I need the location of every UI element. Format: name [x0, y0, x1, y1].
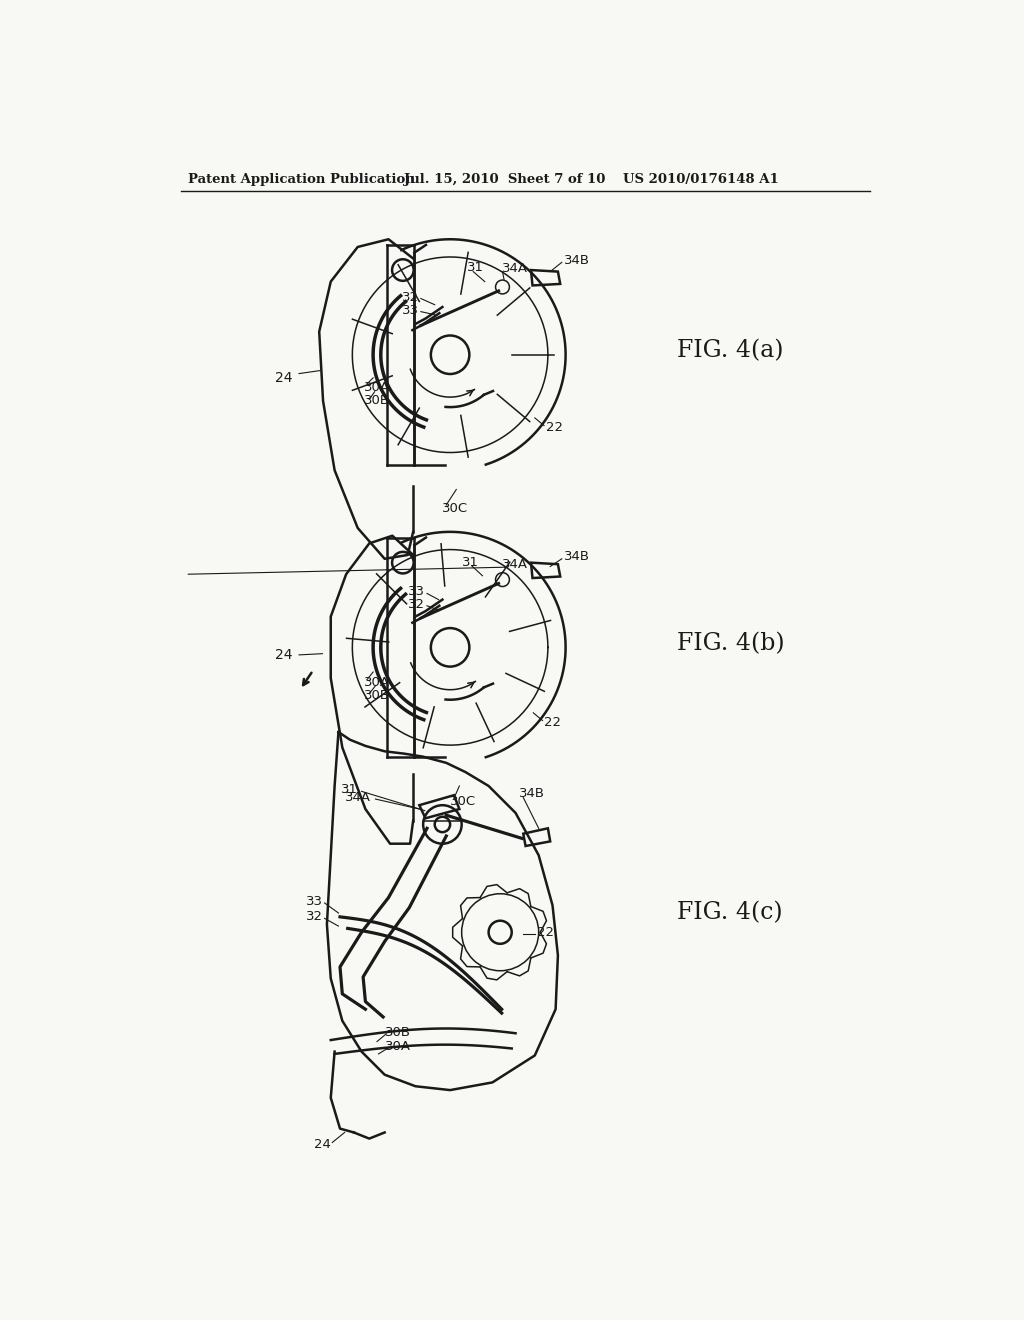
Text: 30A: 30A — [364, 676, 390, 689]
Text: FIG. 4(c): FIG. 4(c) — [677, 902, 783, 924]
Text: 34A: 34A — [345, 791, 371, 804]
Text: Patent Application Publication: Patent Application Publication — [188, 173, 415, 186]
Text: 30B: 30B — [385, 1026, 411, 1039]
Text: 31: 31 — [463, 556, 479, 569]
Text: 33: 33 — [306, 895, 323, 908]
Text: 22: 22 — [544, 717, 561, 730]
Text: 30A: 30A — [385, 1040, 411, 1053]
Text: Jul. 15, 2010  Sheet 7 of 10: Jul. 15, 2010 Sheet 7 of 10 — [403, 173, 605, 186]
Text: 33: 33 — [402, 304, 419, 317]
Text: FIG. 4(b): FIG. 4(b) — [677, 632, 784, 655]
Text: 30A: 30A — [364, 380, 390, 393]
Text: 34B: 34B — [519, 787, 546, 800]
Text: 32: 32 — [409, 598, 425, 611]
Text: 24: 24 — [274, 648, 292, 663]
Text: US 2010/0176148 A1: US 2010/0176148 A1 — [624, 173, 779, 186]
Text: 31: 31 — [341, 783, 357, 796]
Text: 22: 22 — [538, 925, 554, 939]
Text: 30C: 30C — [451, 795, 476, 808]
Text: 31: 31 — [467, 261, 484, 275]
Text: 22: 22 — [547, 421, 563, 434]
Text: 24: 24 — [274, 371, 292, 385]
Text: 34B: 34B — [564, 550, 590, 564]
Text: 32: 32 — [402, 290, 419, 304]
Text: 32: 32 — [306, 911, 323, 924]
Text: 30C: 30C — [442, 502, 469, 515]
Text: 34A: 34A — [503, 557, 528, 570]
Text: 30B: 30B — [364, 689, 390, 702]
Text: 34B: 34B — [564, 255, 590, 268]
Text: FIG. 4(a): FIG. 4(a) — [677, 339, 783, 363]
Text: 24: 24 — [314, 1138, 331, 1151]
Text: 33: 33 — [409, 585, 425, 598]
Text: 34A: 34A — [503, 261, 528, 275]
Text: 30B: 30B — [364, 395, 390, 408]
